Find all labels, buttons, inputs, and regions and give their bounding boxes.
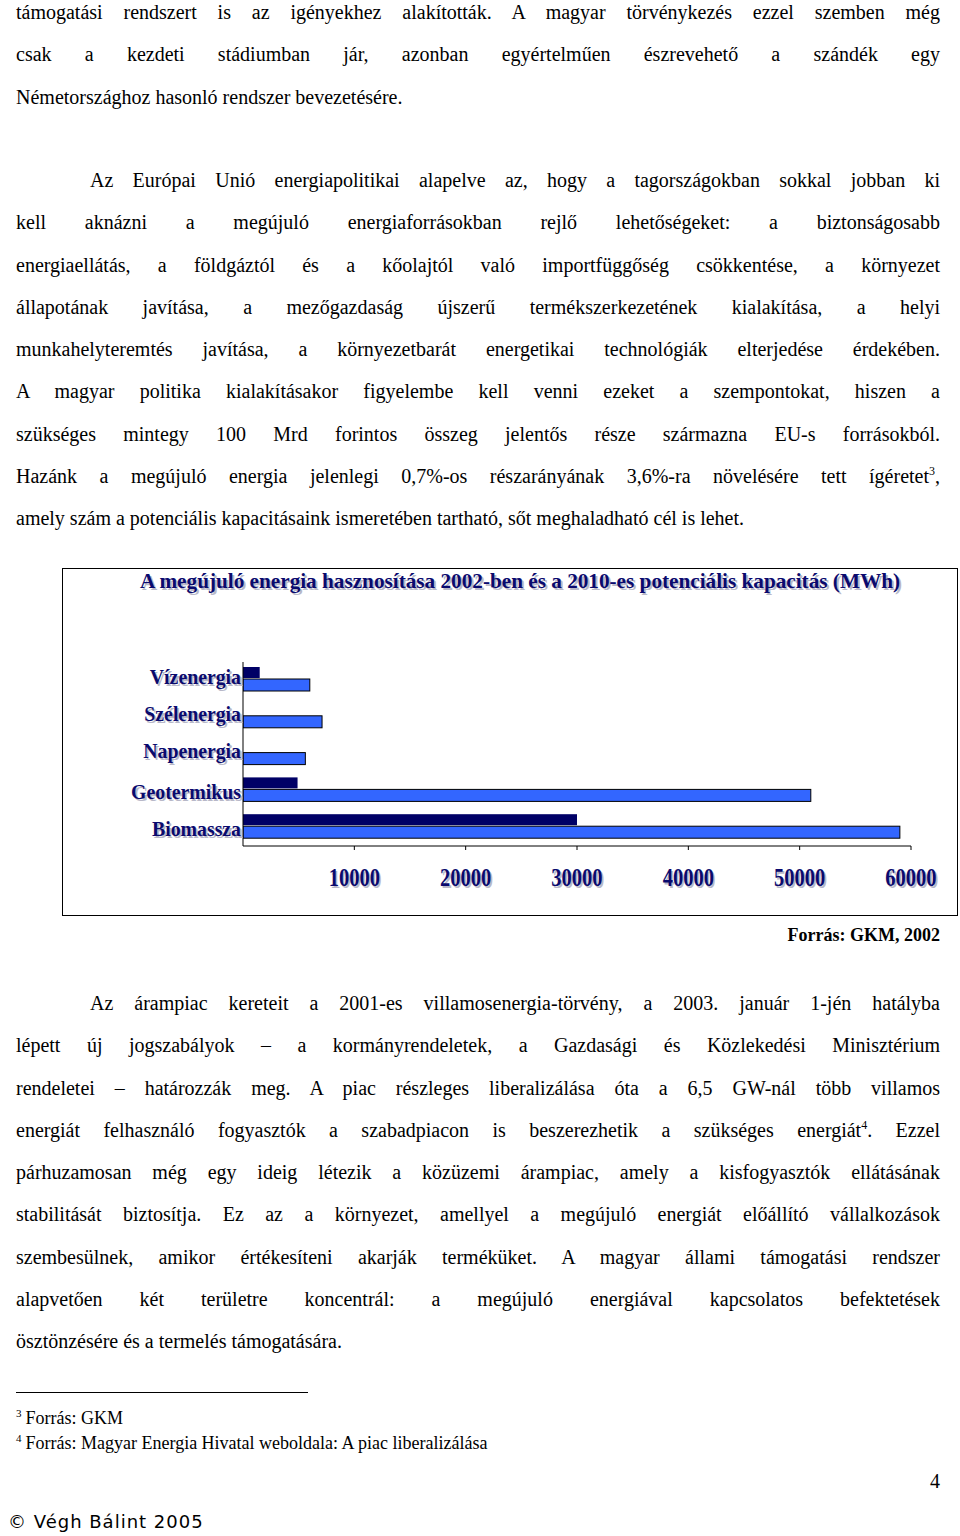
x-tick-label-text: 50000 xyxy=(774,864,825,891)
x-tick xyxy=(465,846,466,850)
x-tick-label-text: 40000 xyxy=(663,864,714,891)
x-tick-label: 2000020000 xyxy=(440,864,493,893)
x-tick-label-text: 30000 xyxy=(551,864,602,891)
text-line: támogatási rendszert is az igényekhez al… xyxy=(16,0,940,33)
x-tick-label: 3000030000 xyxy=(551,864,604,893)
text-line: állapotának javítása, a mezőgazdaság újs… xyxy=(16,286,940,328)
text-line: Németországhoz hasonló rendszer bevezeté… xyxy=(16,76,940,118)
text-line: szükséges mintegy 100 Mrd forintos össze… xyxy=(16,413,940,455)
x-tick-label: 4000040000 xyxy=(663,864,716,893)
text-line: Az Európai Unió energiapolitikai alapelv… xyxy=(16,159,940,201)
text-line: munkahelyteremtés javítása, a környezetb… xyxy=(16,328,940,370)
bar xyxy=(243,789,811,801)
text-run: . Ezzel xyxy=(867,1119,940,1141)
text-line: A magyar politika kialakításakor figyele… xyxy=(16,370,940,412)
category-label-text: Vízenergia xyxy=(150,664,242,689)
text-line: energiát felhasználó fogyasztók a szabad… xyxy=(16,1109,940,1151)
category-label: BiomasszaBiomassza xyxy=(152,816,243,843)
category-label: VízenergiaVízenergia xyxy=(150,664,243,691)
footnote-rule xyxy=(16,1392,308,1393)
chart-frame xyxy=(63,569,958,916)
page-number: 4 xyxy=(930,1470,940,1493)
category-label: NapenergiaNapenergia xyxy=(143,738,243,765)
chart-source: Forrás: GKM, 2002 xyxy=(788,925,940,946)
footnote-mark: 3 xyxy=(16,1407,22,1419)
x-tick xyxy=(354,846,355,850)
chart-title: A megújuló energia hasznosítása 2002-ben… xyxy=(140,569,902,595)
footnote-text: Forrás: Magyar Energia Hivatal weboldala… xyxy=(26,1433,488,1453)
footnote: 4 Forrás: Magyar Energia Hivatal weboldal… xyxy=(16,1431,488,1455)
bars xyxy=(243,667,900,838)
x-tick-label-text: 60000 xyxy=(885,864,936,891)
footer: © Végh Bálint 2005 xyxy=(8,1511,204,1532)
text-line: lépett új jogszabályok – a kormányrendel… xyxy=(16,1024,940,1066)
text-line: csak a kezdeti stádiumban jár, azonban e… xyxy=(16,33,940,75)
text-line: alapvetően két területre koncentrál: a m… xyxy=(16,1278,940,1320)
x-tick xyxy=(799,846,800,850)
text-line: stabilitását biztosítja. Ez az a környez… xyxy=(16,1193,940,1235)
x-tick xyxy=(911,846,912,850)
x-tick-label: 1000010000 xyxy=(329,864,382,893)
x-tick xyxy=(577,846,578,850)
text-line: párhuzamosan még egy ideig létezik a köz… xyxy=(16,1151,940,1193)
text-line: kell aknázni a megújuló energiaforrásokb… xyxy=(16,201,940,243)
text-run: Hazánk a megújuló energia jelenlegi 0,7%… xyxy=(16,465,929,487)
text-line: amely szám a potenciális kapacitásaink i… xyxy=(16,497,940,539)
text-line: ösztönzésére és a termelés támogatására. xyxy=(16,1320,940,1362)
paragraph: Az árampiac kereteit a 2001-es villamose… xyxy=(16,982,940,1363)
paragraph: támogatási rendszert is az igényekhez al… xyxy=(16,0,940,118)
category-label-text: Szélenergia xyxy=(144,701,241,726)
category-label-text: Napenergia xyxy=(143,738,241,763)
text-run: energiát felhasználó fogyasztók a szabad… xyxy=(16,1119,861,1141)
footnote-ref: 4 xyxy=(861,1118,867,1132)
category-label: SzélenergiaSzélenergia xyxy=(144,701,243,728)
bar xyxy=(243,716,322,728)
x-tick-label-text: 10000 xyxy=(329,864,380,891)
bar xyxy=(243,679,310,691)
bar xyxy=(243,814,577,825)
x-tick-label: 5000050000 xyxy=(774,864,827,893)
paragraph: Az Európai Unió energiapolitikai alapelv… xyxy=(16,159,940,540)
bar xyxy=(243,826,900,838)
chart-title-text: A megújuló energia hasznosítása 2002-ben… xyxy=(140,569,900,593)
bar xyxy=(243,667,260,678)
footnote: 3 Forrás: GKM xyxy=(16,1406,123,1430)
category-label-text: Geotermikus xyxy=(131,779,241,804)
text-line: Hazánk a megújuló energia jelenlegi 0,7%… xyxy=(16,455,940,497)
x-tick xyxy=(688,846,689,850)
x-tick-label: 6000060000 xyxy=(885,864,938,893)
category-label: GeotermikusGeotermikus xyxy=(131,779,243,806)
bar xyxy=(243,753,305,765)
x-tick-label-text: 20000 xyxy=(440,864,491,891)
text-line: szembesülnek, amikor értékesíteni akarjá… xyxy=(16,1236,940,1278)
category-label-text: Biomassza xyxy=(152,816,242,841)
text-line: rendeletei – határozzák meg. A piac rész… xyxy=(16,1067,940,1109)
text-line: Az árampiac kereteit a 2001-es villamose… xyxy=(16,982,940,1024)
footnote-text: Forrás: GKM xyxy=(26,1408,124,1428)
bar xyxy=(243,777,298,788)
text-line: energiaellátás, a földgáztól és a kőolaj… xyxy=(16,244,940,286)
text-run: , xyxy=(935,465,940,487)
chart: A megújuló energia hasznosítása 2002-ben… xyxy=(62,568,958,916)
footnote-ref: 3 xyxy=(929,464,935,478)
footnote-mark: 4 xyxy=(16,1432,22,1444)
